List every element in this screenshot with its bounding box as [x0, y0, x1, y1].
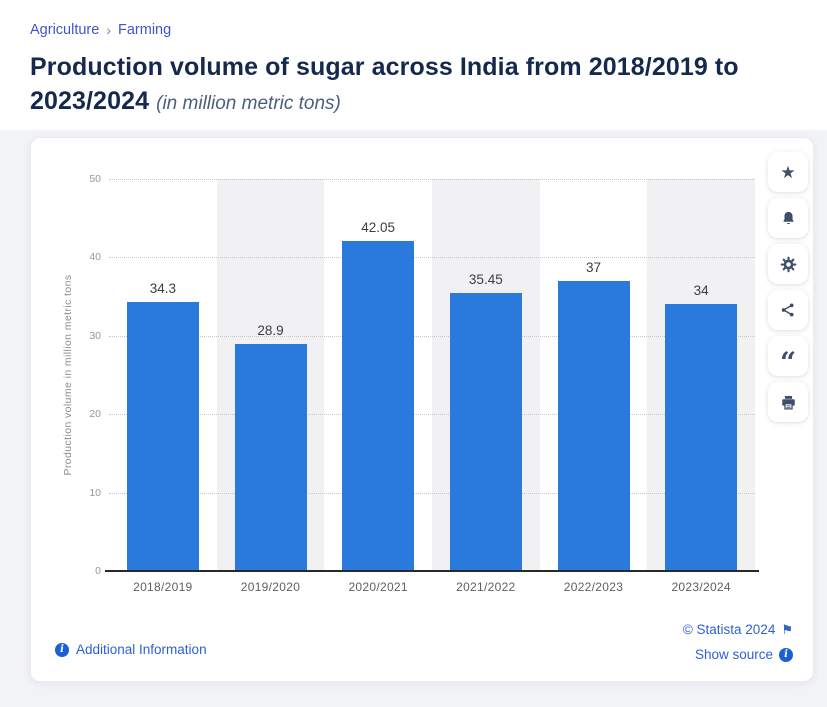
x-axis-tick-label: 2018/2019 — [133, 580, 193, 594]
y-axis-tick-label: 30 — [89, 329, 101, 342]
star-icon: ★ — [780, 162, 796, 182]
x-axis-tick-label: 2019/2020 — [240, 580, 301, 594]
x-axis-tick-label: 2020/2021 — [348, 580, 408, 594]
show-source-label: Show source — [694, 647, 773, 662]
bell-icon — [782, 211, 794, 224]
y-axis-tick-label: 20 — [89, 408, 101, 421]
breadcrumb-separator: › — [106, 22, 111, 38]
gear-icon — [780, 256, 796, 272]
x-axis-tick-label: 2022/2023 — [563, 580, 624, 594]
quote-icon: “ — [779, 346, 797, 379]
copyright-label: © Statista 2024 — [682, 622, 776, 637]
bar-value-label: 34.3 — [149, 281, 176, 297]
gridline — [109, 257, 755, 259]
share-button[interactable] — [768, 290, 808, 330]
settings-button[interactable] — [768, 244, 808, 284]
page-title-main: Production volume of sugar across India … — [30, 53, 739, 115]
share-icon — [781, 303, 794, 317]
additional-information-label: Additional Information — [76, 642, 207, 657]
bar-2018/2019[interactable] — [126, 302, 199, 571]
print-icon — [781, 395, 795, 410]
y-axis-title: Production volume in million metric tons — [62, 274, 74, 476]
y-axis-tick-label: 50 — [89, 173, 101, 185]
x-axis-baseline — [105, 570, 759, 572]
bar-2019/2020[interactable] — [234, 344, 307, 571]
flag-icon: ⚑ — [781, 622, 793, 637]
bar-2023/2024[interactable] — [665, 304, 738, 571]
y-axis-tick-label: 0 — [95, 565, 101, 577]
bar-value-label: 42.05 — [361, 220, 396, 236]
bar-value-label: 28.9 — [257, 323, 284, 339]
page-title-subtitle: (in million metric tons) — [156, 93, 341, 114]
favorite-button[interactable]: ★ — [768, 152, 808, 192]
x-axis-tick-label: 2023/2024 — [671, 580, 731, 594]
statista-copyright-link[interactable]: © Statista 2024 ⚑ — [683, 622, 793, 637]
bar-2022/2023[interactable] — [557, 280, 630, 571]
chart-card: 0 10 20 30 40 50 34.3 2018/2019 28.9 2019/2020 42.… — [30, 137, 814, 682]
breadcrumb-link-agriculture[interactable]: Agriculture — [30, 22, 100, 38]
bar-value-label: 34 — [693, 283, 709, 299]
info-icon: i — [779, 647, 793, 662]
cite-button[interactable]: “ — [768, 336, 808, 379]
bar-2021/2022[interactable] — [449, 293, 522, 571]
info-icon: i — [55, 642, 69, 657]
y-axis-tick-label: 10 — [89, 486, 101, 499]
breadcrumb: Agriculture › Farming — [30, 22, 171, 38]
additional-information-link[interactable]: i Additional Information — [55, 642, 207, 657]
x-axis-tick-label: 2021/2022 — [456, 580, 516, 594]
show-source-link[interactable]: Show source i — [695, 647, 793, 662]
bar-value-label: 35.45 — [468, 272, 503, 288]
y-axis-tick-label: 40 — [89, 251, 101, 264]
page-title: Production volume of sugar across India … — [30, 50, 812, 121]
alert-button[interactable] — [768, 198, 808, 238]
gridline — [109, 335, 755, 337]
gridline — [109, 179, 755, 180]
gridline — [109, 492, 755, 494]
bar-2020/2021[interactable] — [342, 241, 415, 571]
gridline — [109, 414, 755, 416]
bar-chart: 0 10 20 30 40 50 34.3 2018/2019 28.9 2019/2020 42.… — [31, 138, 813, 681]
print-button[interactable] — [768, 382, 808, 422]
breadcrumb-link-farming[interactable]: Farming — [117, 22, 172, 38]
bar-value-label: 37 — [585, 259, 601, 275]
